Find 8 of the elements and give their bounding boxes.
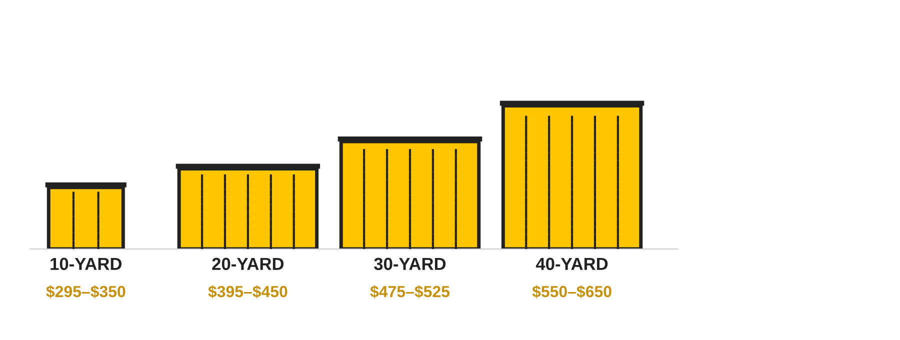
text: $295–$350 xyxy=(46,285,126,298)
x-tick-label: 10-YARD xyxy=(50,258,122,270)
x-tick-label: 20-YARD xyxy=(212,258,284,270)
text: $550–$650 xyxy=(532,285,612,298)
x-tick-label: 30-YARD xyxy=(374,258,446,270)
x-tick-label: 40-YARD xyxy=(536,258,608,270)
text: $475–$525 xyxy=(370,285,450,298)
text: $395–$450 xyxy=(208,285,288,298)
